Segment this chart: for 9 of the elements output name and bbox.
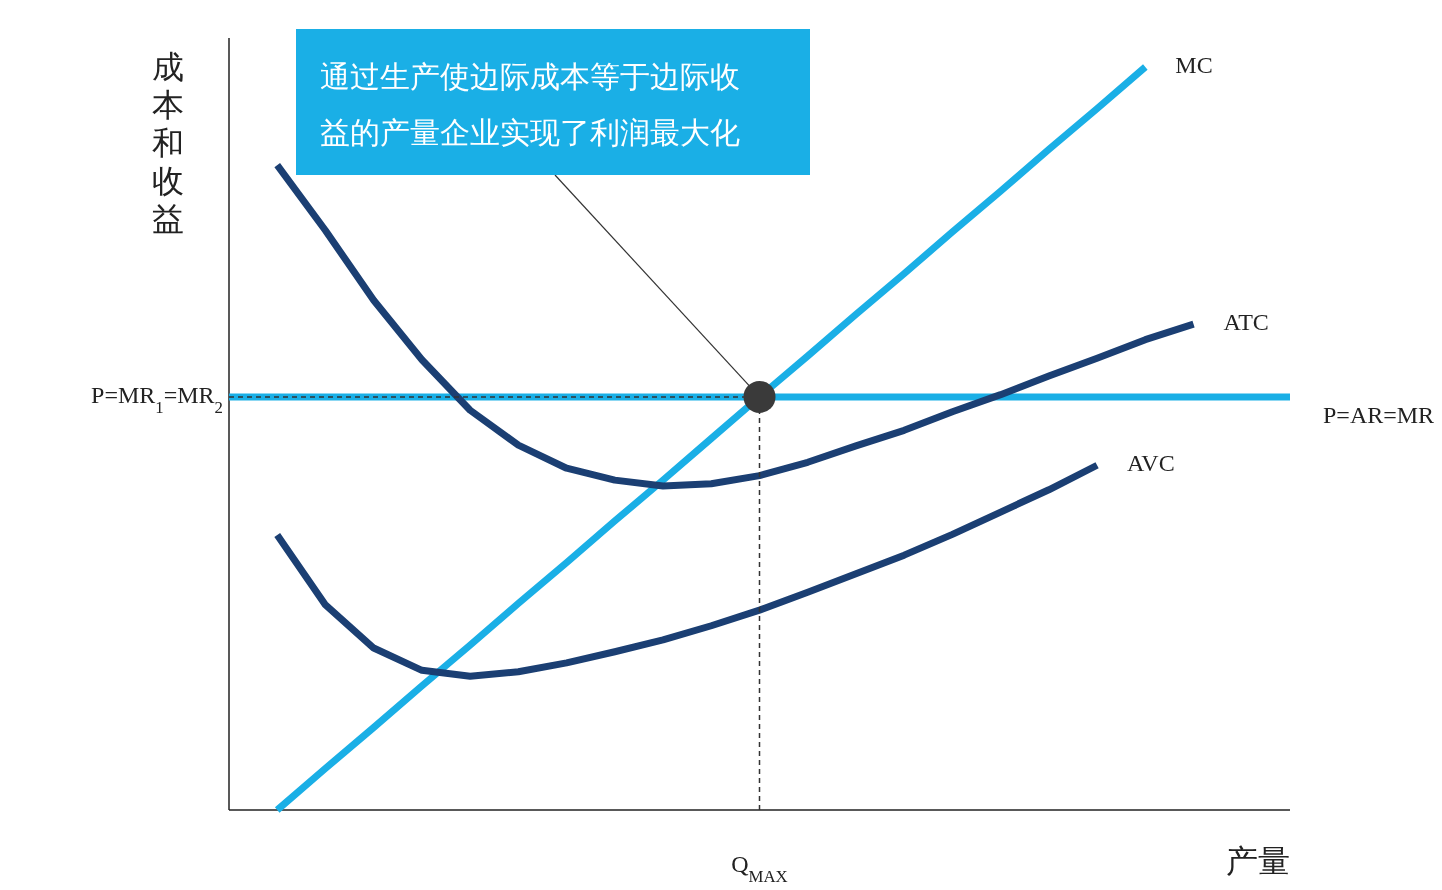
series-label: AVC [1127, 449, 1175, 476]
series-label: ATC [1223, 308, 1269, 335]
series-label: P=AR=MR [1323, 401, 1435, 428]
ref-line-label: P=MR$_{1}$=MR$_{2}$ [91, 381, 223, 417]
annotation: 通过生产使边际成本等于边际收益的产量企业实现了利润最大化 [320, 59, 740, 150]
text: Q$_{MAX}$ [731, 851, 788, 886]
series-label: MC [1175, 51, 1213, 78]
y-axis-title: 成本和收益 [152, 48, 184, 238]
x-axis-title: 产量 [1226, 842, 1290, 880]
